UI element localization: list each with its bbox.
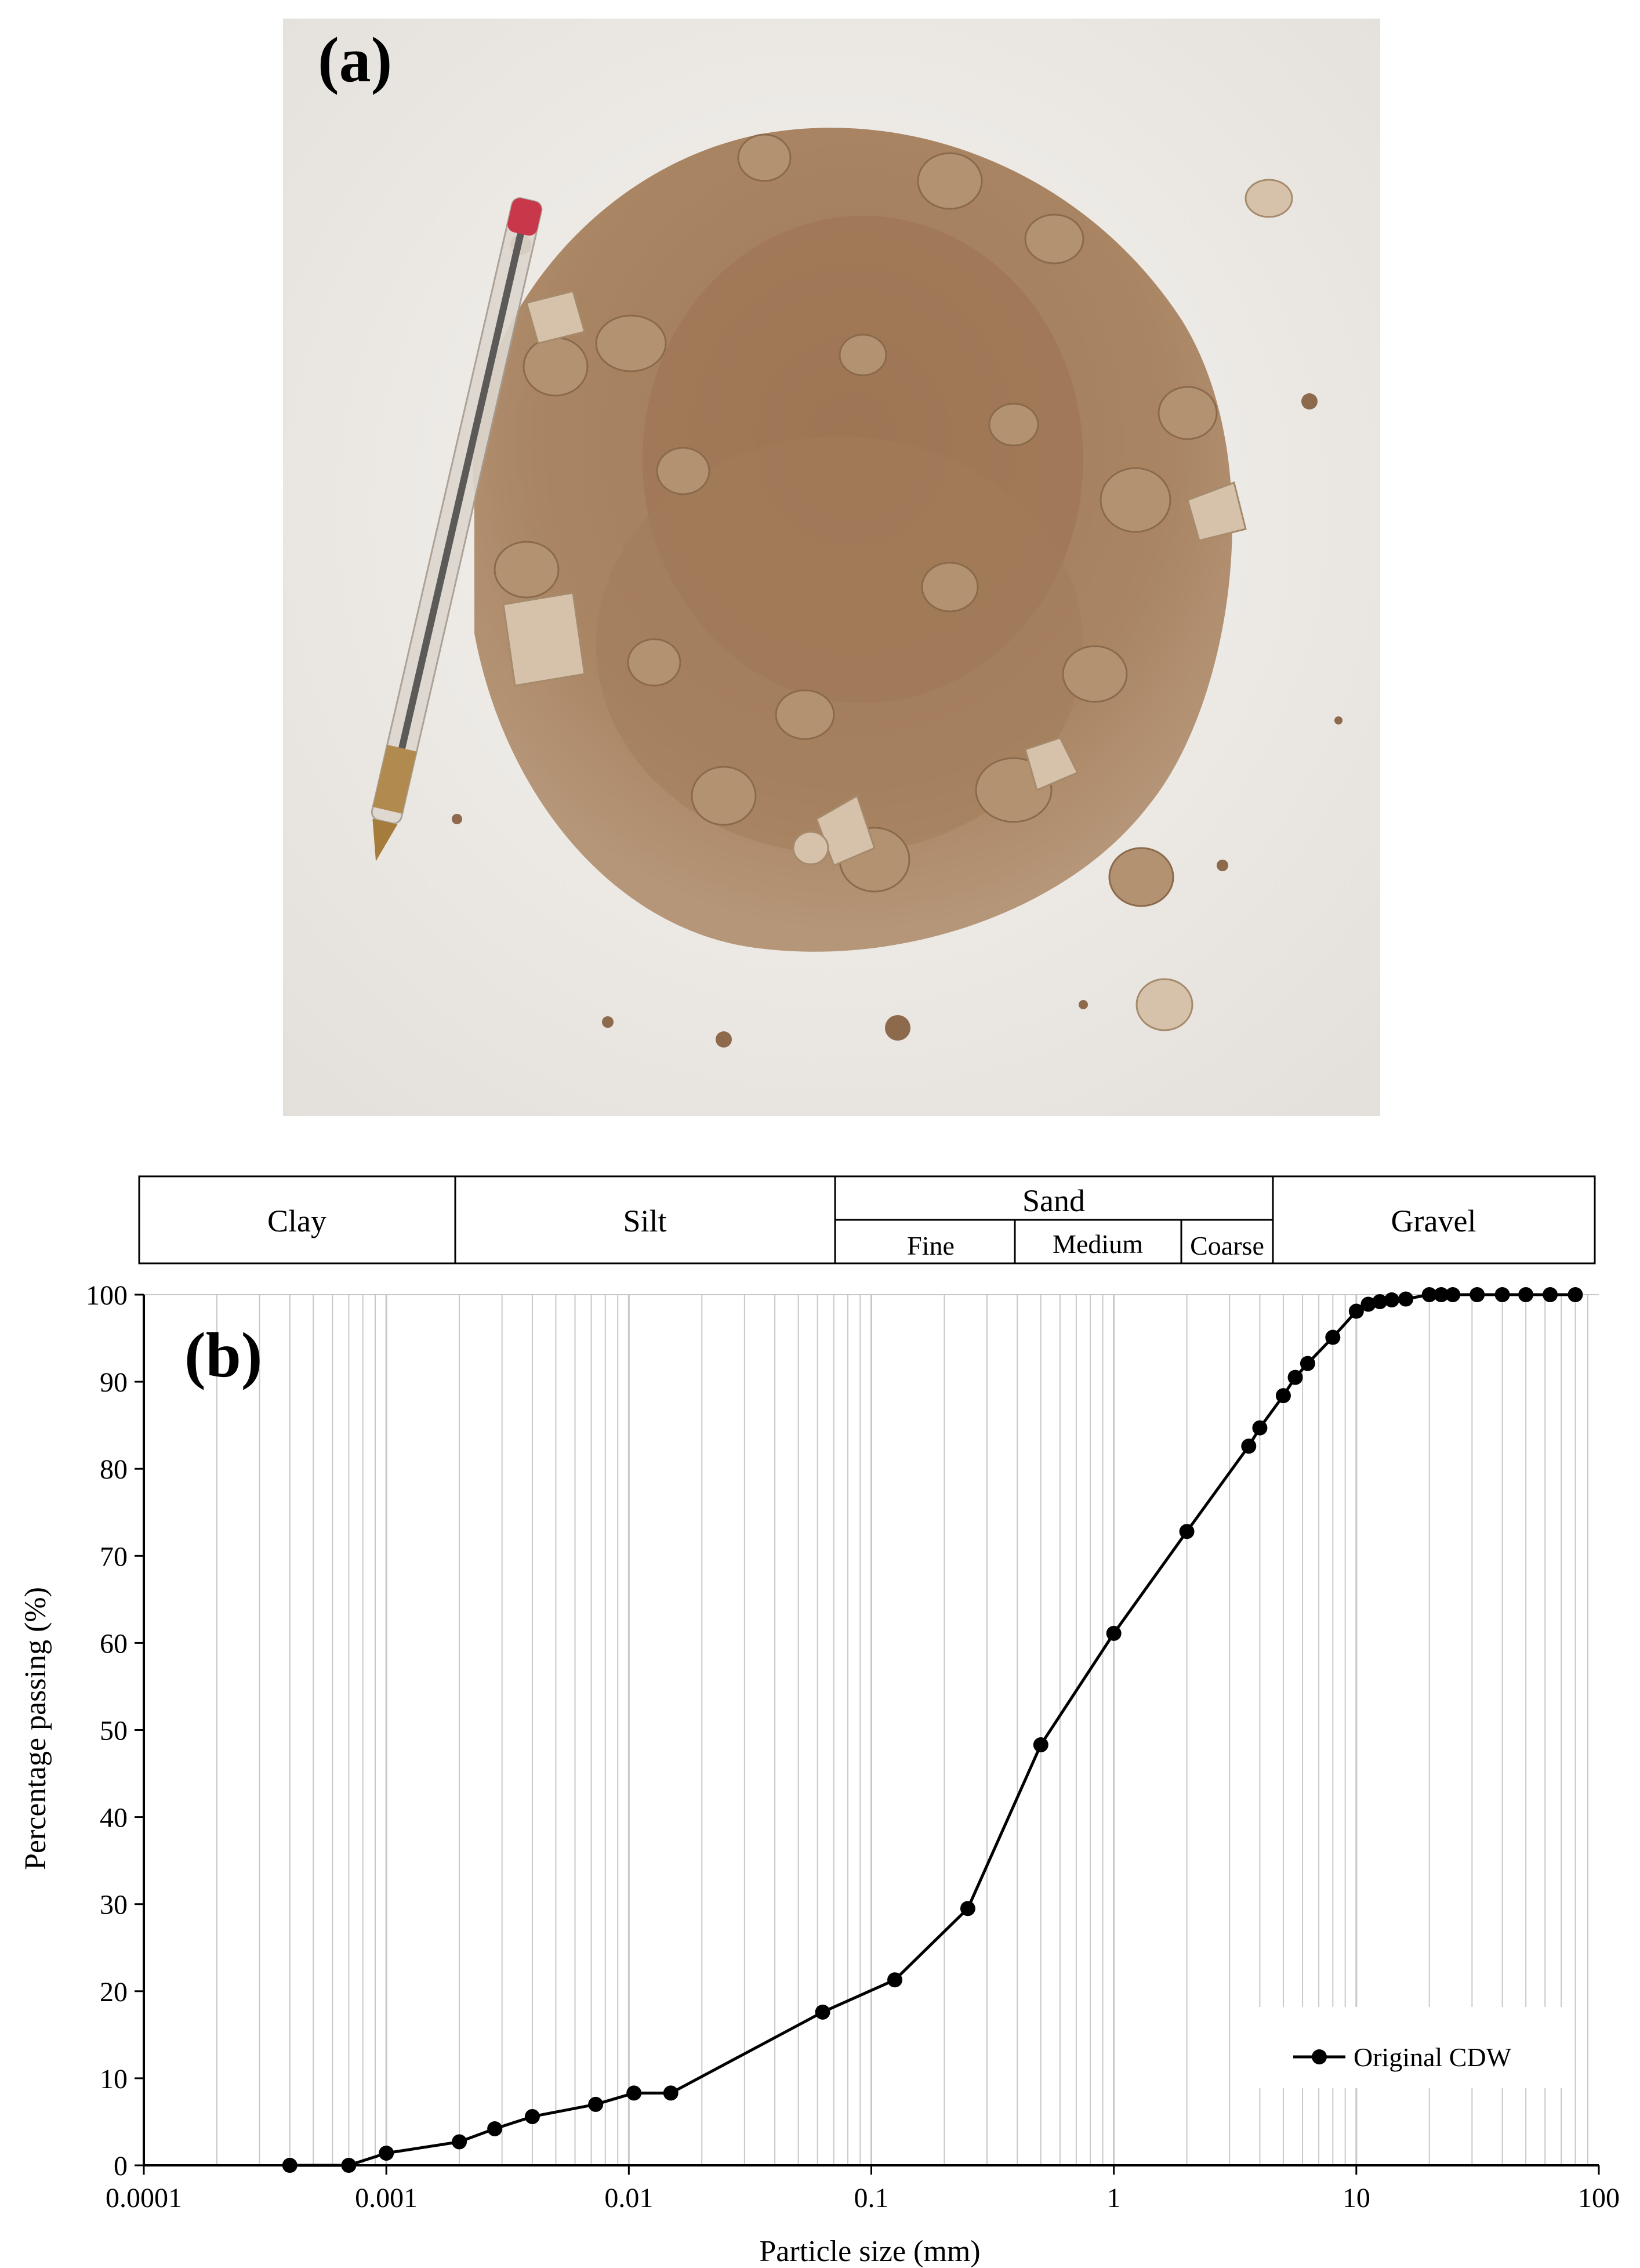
class-silt: Silt bbox=[623, 1204, 666, 1238]
data-point bbox=[1275, 1388, 1291, 1404]
y-tick-label: 100 bbox=[86, 1280, 128, 1311]
y-tick-label: 60 bbox=[100, 1628, 128, 1659]
chart-series bbox=[282, 1287, 1583, 2173]
data-point bbox=[815, 2004, 830, 2020]
legend-label: Original CDW bbox=[1354, 2042, 1512, 2072]
data-point bbox=[1241, 1439, 1257, 1454]
data-point bbox=[282, 2158, 297, 2173]
x-tick-label: 1 bbox=[1107, 2183, 1121, 2213]
panel-b-label: (b) bbox=[184, 1320, 262, 1390]
data-point bbox=[960, 1901, 975, 1916]
y-tick-label: 20 bbox=[100, 1977, 128, 2008]
data-point bbox=[1252, 1420, 1268, 1436]
panel-a-label: (a) bbox=[318, 24, 393, 95]
class-sand: Sand bbox=[1022, 1183, 1085, 1218]
soil-sample-photo-graphic bbox=[283, 19, 1380, 1116]
data-point bbox=[626, 2085, 642, 2101]
pen bbox=[371, 197, 543, 861]
data-point bbox=[1360, 1296, 1376, 1312]
data-point bbox=[1398, 1291, 1414, 1307]
data-point bbox=[588, 2096, 604, 2112]
chart-ticks: 0 10 20 30 40 50 60 70 80 90 100 0.0001 0.001 0.01 0.1… bbox=[86, 1280, 1620, 2213]
data-point bbox=[1179, 1524, 1195, 1539]
data-point bbox=[487, 2121, 503, 2136]
y-axis-title: Percentage passing (%) bbox=[19, 1587, 52, 1870]
chart-legend: Original CDW bbox=[1253, 2007, 1566, 2088]
data-point bbox=[379, 2145, 394, 2161]
data-point bbox=[1033, 1737, 1048, 1753]
y-tick-label: 0 bbox=[114, 2151, 128, 2182]
x-tick-label: 0.0001 bbox=[106, 2183, 182, 2213]
y-tick-label: 10 bbox=[100, 2064, 128, 2095]
class-gravel: Gravel bbox=[1391, 1204, 1476, 1238]
x-axis-title: Particle size (mm) bbox=[759, 2235, 980, 2268]
data-point bbox=[1106, 1625, 1122, 1641]
y-tick-label: 40 bbox=[100, 1803, 128, 1834]
data-point bbox=[1325, 1329, 1341, 1345]
data-point bbox=[1494, 1287, 1510, 1302]
data-point bbox=[1300, 1356, 1315, 1371]
gravel-pieces bbox=[494, 133, 1218, 907]
y-tick-label: 70 bbox=[100, 1541, 128, 1572]
soil-classification-table bbox=[138, 1175, 1596, 1265]
data-point bbox=[1421, 1287, 1437, 1302]
y-tick-label: 80 bbox=[100, 1454, 128, 1485]
y-tick-label: 50 bbox=[100, 1716, 128, 1747]
data-point bbox=[887, 1972, 903, 1988]
class-sand-fine: Fine bbox=[907, 1231, 955, 1260]
data-point bbox=[1445, 1287, 1461, 1302]
data-point bbox=[1568, 1287, 1583, 1302]
data-point bbox=[452, 2134, 467, 2150]
data-point bbox=[1543, 1287, 1558, 1302]
data-point bbox=[1287, 1370, 1303, 1385]
x-tick-label: 100 bbox=[1578, 2183, 1620, 2213]
x-tick-label: 10 bbox=[1343, 2183, 1370, 2213]
data-point bbox=[1434, 1287, 1449, 1302]
data-point bbox=[1518, 1287, 1534, 1302]
class-sand-coarse: Coarse bbox=[1190, 1231, 1264, 1260]
chart-grid bbox=[143, 1294, 1599, 2165]
y-tick-label: 30 bbox=[100, 1890, 128, 1921]
data-point bbox=[1470, 1287, 1485, 1302]
data-point bbox=[1384, 1292, 1399, 1308]
data-point bbox=[341, 2158, 357, 2173]
x-tick-label: 0.01 bbox=[604, 2183, 653, 2213]
class-clay: Clay bbox=[267, 1204, 326, 1238]
class-sand-medium: Medium bbox=[1053, 1229, 1143, 1259]
data-point bbox=[1372, 1294, 1388, 1310]
x-tick-label: 0.001 bbox=[355, 2183, 418, 2213]
data-point bbox=[524, 2108, 540, 2124]
data-point bbox=[663, 2085, 679, 2101]
x-tick-label: 0.1 bbox=[854, 2183, 889, 2213]
soil-sample-photo bbox=[283, 19, 1380, 1116]
legend-marker bbox=[1312, 2049, 1327, 2064]
data-point bbox=[1348, 1303, 1364, 1319]
y-tick-label: 90 bbox=[100, 1367, 128, 1398]
